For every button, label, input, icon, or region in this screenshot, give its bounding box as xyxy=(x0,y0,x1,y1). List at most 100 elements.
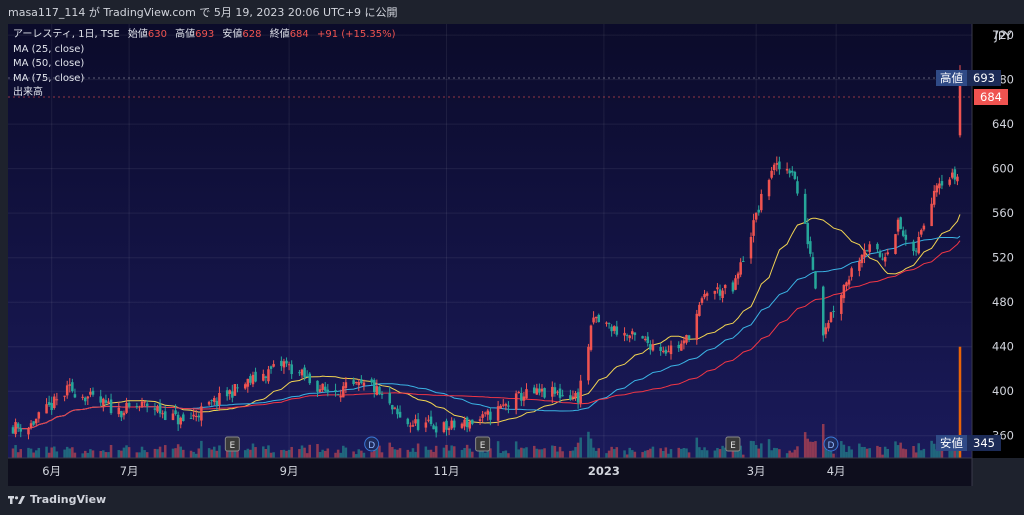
candle-body xyxy=(228,390,232,394)
volume-bar xyxy=(391,447,394,458)
volume-bar xyxy=(434,445,438,458)
candle-body xyxy=(682,340,686,344)
candle-body xyxy=(680,343,683,351)
legend-ma50[interactable]: MA (50, close) xyxy=(13,58,85,70)
volume-bar xyxy=(246,448,250,458)
candle-body xyxy=(140,401,144,407)
candle-body xyxy=(809,241,812,254)
volume-bar xyxy=(481,447,484,458)
high-label: 高値 xyxy=(175,29,196,40)
symbol-name[interactable]: アーレスティ, 1日, TSE xyxy=(13,29,120,40)
candle-body xyxy=(935,185,939,193)
candle-body xyxy=(840,295,843,314)
candle-body xyxy=(269,366,273,369)
legend-ma75[interactable]: MA (75, close) xyxy=(13,72,85,84)
candle-body xyxy=(249,376,252,383)
price-tick-label: 600 xyxy=(992,162,1014,176)
volume-bar xyxy=(569,450,572,458)
candle-body xyxy=(73,394,77,398)
candle-body xyxy=(775,163,779,165)
candle-body xyxy=(842,285,846,299)
volume-bar xyxy=(251,443,255,458)
volume-bar xyxy=(233,445,237,458)
volume-bar xyxy=(876,445,879,458)
candle-body xyxy=(803,193,807,224)
legend-ma25[interactable]: MA (25, close) xyxy=(13,43,85,55)
legend-volume[interactable]: 出来高 xyxy=(13,87,43,99)
candle-body xyxy=(698,304,701,316)
volume-bar xyxy=(667,453,670,458)
candle-body xyxy=(117,407,121,415)
candle-body xyxy=(342,386,345,398)
volume-bar xyxy=(587,431,590,458)
candle-body xyxy=(463,419,466,427)
candle-body xyxy=(47,402,51,406)
volume-bar xyxy=(592,447,595,458)
candle-body xyxy=(158,403,162,414)
dividend-marker xyxy=(823,436,839,452)
volume-bar xyxy=(318,451,322,458)
volume-bar xyxy=(290,446,293,458)
volume-bar xyxy=(832,453,835,458)
candle-body xyxy=(659,347,662,352)
volume-bar xyxy=(375,446,379,458)
candle-body xyxy=(734,278,737,290)
candle-body xyxy=(661,350,665,352)
volume-bar xyxy=(631,450,634,458)
low-price-tag: 安値 345 xyxy=(936,435,1001,451)
earnings-marker xyxy=(224,436,240,452)
volume-bar xyxy=(11,448,15,458)
candle-body xyxy=(326,389,330,392)
candle-body xyxy=(352,380,355,385)
volume-bar xyxy=(767,439,771,458)
volume-bar xyxy=(793,449,797,458)
candle-body xyxy=(354,382,358,384)
candle-body xyxy=(414,419,417,424)
volume-bar xyxy=(553,445,557,458)
volume-bar xyxy=(47,452,51,458)
volume-bar xyxy=(561,451,564,458)
volume-bar xyxy=(860,446,864,458)
candle-body xyxy=(290,364,293,375)
volume-bar xyxy=(63,449,66,458)
tradingview-logo[interactable]: TradingView xyxy=(8,493,106,506)
candle-body xyxy=(865,250,869,252)
candle-body xyxy=(845,282,848,287)
candle-body xyxy=(189,417,193,419)
volume-bar xyxy=(460,449,464,458)
candle-body xyxy=(532,387,536,394)
candle-body xyxy=(881,258,884,260)
volume-bar xyxy=(200,440,203,458)
high-tag-label: 高値 xyxy=(936,70,967,86)
volume-bar xyxy=(104,452,108,458)
legend-symbol-row[interactable]: アーレスティ, 1日, TSE 始値630 高値693 安値628 終値684 … xyxy=(13,28,396,43)
volume-bar xyxy=(612,449,616,458)
volume-bar xyxy=(579,437,582,458)
time-scale-background[interactable] xyxy=(8,458,972,486)
volume-bar xyxy=(713,450,717,458)
candle-body xyxy=(163,411,167,420)
volume-bar xyxy=(447,450,451,458)
volume-bar xyxy=(298,449,301,458)
low-label: 安値 xyxy=(222,29,243,40)
candle-body xyxy=(246,378,250,387)
volume-bar xyxy=(610,446,613,458)
candle-body xyxy=(749,237,753,259)
volume-bar xyxy=(930,440,933,458)
candle-body xyxy=(471,419,474,424)
volume-bar xyxy=(486,451,490,458)
candle-body xyxy=(424,422,428,428)
volume-bar xyxy=(429,449,433,458)
candle-body xyxy=(378,386,381,395)
volume-bar xyxy=(91,450,95,458)
candle-body xyxy=(34,418,38,424)
candle-body xyxy=(713,290,717,294)
volume-bar xyxy=(532,445,536,458)
low-value: 628 xyxy=(242,29,262,40)
volume-bar xyxy=(912,445,915,458)
volume-bar xyxy=(414,451,417,458)
candle-body xyxy=(50,403,53,411)
volume-bar xyxy=(904,449,908,458)
